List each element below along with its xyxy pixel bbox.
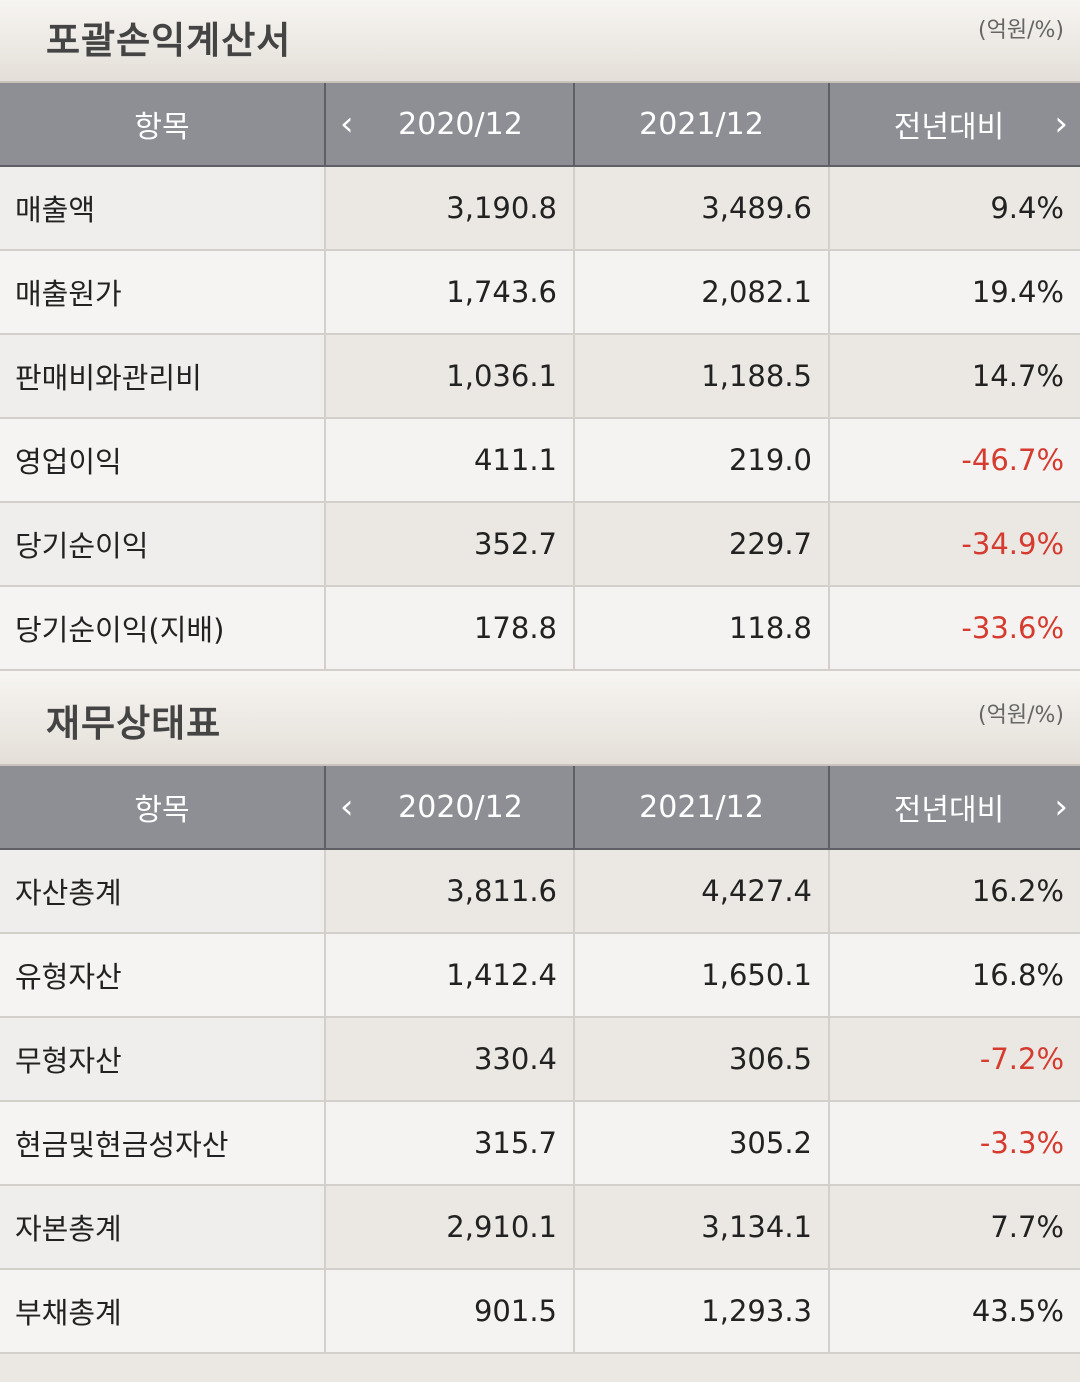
row-yoy-value: 19.4% [828,250,1080,335]
row-prev-value: 411.1 [324,418,574,503]
row-yoy-value: -33.6% [828,586,1080,671]
row-curr-value: 305.2 [573,1101,829,1186]
header-label: 2021/12 [639,106,764,142]
row-curr-value: 3,489.6 [573,166,829,251]
row-prev-value: 315.7 [324,1101,574,1186]
table-row: 부채총계 901.5 1,293.3 43.5% [0,1269,1080,1354]
row-prev-value: 1,743.6 [324,250,574,335]
row-yoy-value: 16.2% [828,849,1080,934]
row-item-label: 무형자산 [0,1017,325,1102]
row-item-label: 자산총계 [0,849,325,934]
row-item-label: 당기순이익(지배) [0,586,325,671]
row-curr-value: 306.5 [573,1017,829,1102]
table-row: 매출원가 1,743.6 2,082.1 19.4% [0,250,1080,335]
row-curr-value: 4,427.4 [573,849,829,934]
table-row: 자본총계 2,910.1 3,134.1 7.7% [0,1185,1080,1270]
row-prev-value: 178.8 [324,586,574,671]
row-curr-value: 118.8 [573,586,829,671]
row-curr-value: 1,188.5 [573,334,829,419]
header-item: 항목 [0,766,325,850]
header-label: 2020/12 [398,789,523,825]
row-yoy-value: -34.9% [828,502,1080,587]
table-row: 현금및현금성자산 315.7 305.2 -3.3% [0,1101,1080,1186]
chevron-left-icon[interactable]: ‹ [340,104,354,144]
row-item-label: 영업이익 [0,418,325,503]
row-prev-value: 901.5 [324,1269,574,1354]
row-yoy-value: 14.7% [828,334,1080,419]
header-yoy: 전년대비 › [828,83,1080,167]
section-title: 포괄손익계산서 [46,19,292,62]
header-prev-period: ‹ 2020/12 [324,83,574,167]
row-yoy-value: 43.5% [828,1269,1080,1354]
table-row: 당기순이익 352.7 229.7 -34.9% [0,502,1080,587]
table-header-row: 항목 ‹ 2020/12 2021/12 전년대비 › [0,766,1080,850]
chevron-right-icon[interactable]: › [1054,104,1068,144]
income-statement-header: 포괄손익계산서 (억원/%) [0,0,1080,83]
row-yoy-value: -7.2% [828,1017,1080,1102]
row-item-label: 판매비와관리비 [0,334,325,419]
row-prev-value: 1,036.1 [324,334,574,419]
row-item-label: 매출원가 [0,250,325,335]
row-item-label: 현금및현금성자산 [0,1101,325,1186]
table-header-row: 항목 ‹ 2020/12 2021/12 전년대비 › [0,83,1080,167]
table-row: 유형자산 1,412.4 1,650.1 16.8% [0,933,1080,1018]
row-item-label: 당기순이익 [0,502,325,587]
header-label: 2020/12 [398,106,523,142]
table-row: 당기순이익(지배) 178.8 118.8 -33.6% [0,586,1080,671]
row-yoy-value: -3.3% [828,1101,1080,1186]
row-curr-value: 2,082.1 [573,250,829,335]
row-curr-value: 1,650.1 [573,933,829,1018]
table-row: 영업이익 411.1 219.0 -46.7% [0,418,1080,503]
row-curr-value: 219.0 [573,418,829,503]
row-yoy-value: 9.4% [828,166,1080,251]
row-curr-value: 3,134.1 [573,1185,829,1270]
row-item-label: 부채총계 [0,1269,325,1354]
row-yoy-value: 16.8% [828,933,1080,1018]
header-prev-period: ‹ 2020/12 [324,766,574,850]
table-row: 자산총계 3,811.6 4,427.4 16.2% [0,849,1080,934]
row-prev-value: 2,910.1 [324,1185,574,1270]
row-curr-value: 229.7 [573,502,829,587]
row-prev-value: 352.7 [324,502,574,587]
header-yoy: 전년대비 › [828,766,1080,850]
table-row: 매출액 3,190.8 3,489.6 9.4% [0,166,1080,251]
chevron-right-icon[interactable]: › [1054,787,1068,827]
row-item-label: 매출액 [0,166,325,251]
row-yoy-value: -46.7% [828,418,1080,503]
header-curr-period: 2021/12 [573,83,829,167]
row-yoy-value: 7.7% [828,1185,1080,1270]
header-label: 항목 [134,793,190,828]
row-prev-value: 3,190.8 [324,166,574,251]
row-item-label: 자본총계 [0,1185,325,1270]
row-prev-value: 3,811.6 [324,849,574,934]
header-label: 항목 [134,110,190,145]
row-curr-value: 1,293.3 [573,1269,829,1354]
header-curr-period: 2021/12 [573,766,829,850]
table-row: 판매비와관리비 1,036.1 1,188.5 14.7% [0,334,1080,419]
balance-sheet-header: 재무상태표 (억원/%) [0,671,1080,766]
unit-label: (억원/%) [978,703,1064,728]
row-item-label: 유형자산 [0,933,325,1018]
header-label: 전년대비 [893,110,1005,145]
table-row: 무형자산 330.4 306.5 -7.2% [0,1017,1080,1102]
header-label: 전년대비 [893,793,1005,828]
header-item: 항목 [0,83,325,167]
balance-sheet-table: 항목 ‹ 2020/12 2021/12 전년대비 › 자산총계 3,811.6 4… [0,766,1080,1354]
row-prev-value: 330.4 [324,1017,574,1102]
section-title: 재무상태표 [46,702,222,745]
header-label: 2021/12 [639,789,764,825]
row-prev-value: 1,412.4 [324,933,574,1018]
unit-label: (억원/%) [978,18,1064,43]
income-statement-table: 항목 ‹ 2020/12 2021/12 전년대비 › 매출액 3,190.8 3,… [0,83,1080,671]
chevron-left-icon[interactable]: ‹ [340,787,354,827]
